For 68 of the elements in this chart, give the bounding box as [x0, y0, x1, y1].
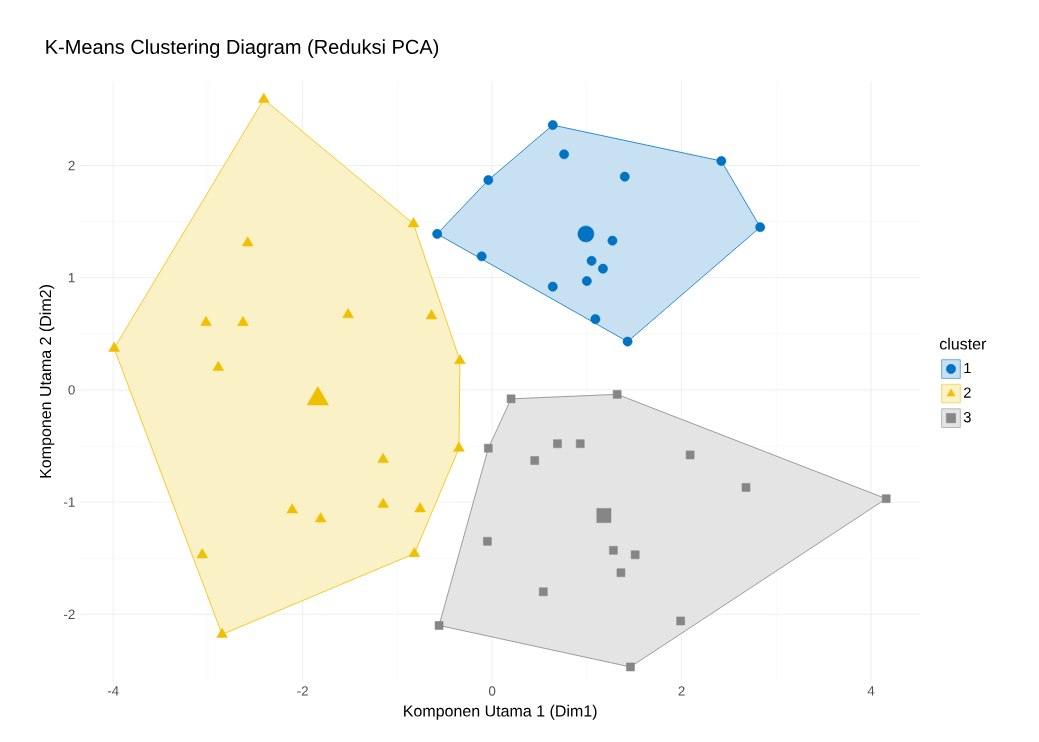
point [196, 548, 208, 559]
point [612, 390, 622, 399]
y-tick-label: 0 [68, 385, 75, 395]
x-axis-title: Komponen Utama 1 (Dim1) [404, 705, 597, 720]
point [622, 336, 633, 347]
point [200, 316, 212, 327]
point [108, 342, 120, 352]
point [553, 439, 562, 449]
point [607, 236, 618, 246]
chart-title: K-Means Clustering Diagram (Reduksi PCA) [46, 39, 439, 59]
point [483, 175, 494, 186]
point [454, 354, 466, 365]
point [538, 587, 548, 597]
point [881, 494, 891, 504]
point [616, 568, 626, 578]
point [586, 256, 597, 266]
x-tick-label: -4 [107, 686, 119, 696]
point [407, 217, 420, 228]
point [626, 662, 635, 672]
point [741, 483, 751, 492]
point [619, 172, 630, 182]
y-tick-label: 2 [68, 161, 75, 171]
point [609, 546, 618, 555]
point [342, 308, 354, 319]
point [484, 444, 493, 453]
point [434, 621, 444, 630]
point [598, 264, 608, 274]
point [755, 222, 766, 233]
x-tick-label: 4 [867, 686, 875, 696]
point [590, 314, 601, 325]
x-tick-label: 0 [488, 686, 496, 696]
y-tick-label: 1 [68, 273, 75, 283]
point [216, 628, 228, 639]
point [408, 547, 421, 558]
point [377, 498, 389, 508]
point [286, 503, 298, 514]
point [483, 537, 492, 546]
point [476, 251, 487, 262]
y-tick-label: -1 [64, 497, 75, 507]
legend-title: cluster [939, 338, 987, 350]
point [242, 236, 254, 247]
legend-label: 3 [963, 412, 971, 423]
point [575, 439, 585, 449]
x-tick-label: -2 [297, 686, 308, 696]
point [453, 441, 465, 452]
x-tick-label: 2 [678, 686, 685, 696]
point [237, 316, 249, 327]
point [414, 502, 426, 513]
point [581, 276, 592, 287]
point [425, 309, 438, 320]
point [716, 156, 727, 167]
point [630, 550, 640, 560]
point [547, 120, 558, 131]
point [676, 616, 685, 626]
point [377, 453, 389, 464]
legend-label: 1 [964, 363, 971, 374]
point [685, 450, 695, 460]
point [212, 361, 224, 372]
point [506, 394, 516, 404]
point [432, 229, 443, 240]
point [314, 512, 327, 523]
point [547, 281, 558, 292]
y-tick-label: -2 [64, 609, 75, 620]
legend-label: 2 [963, 387, 971, 398]
point [530, 456, 540, 466]
y-axis-title: Komponen Utama 2 (Dim2) [39, 285, 55, 478]
point [559, 149, 569, 160]
point [258, 93, 270, 103]
